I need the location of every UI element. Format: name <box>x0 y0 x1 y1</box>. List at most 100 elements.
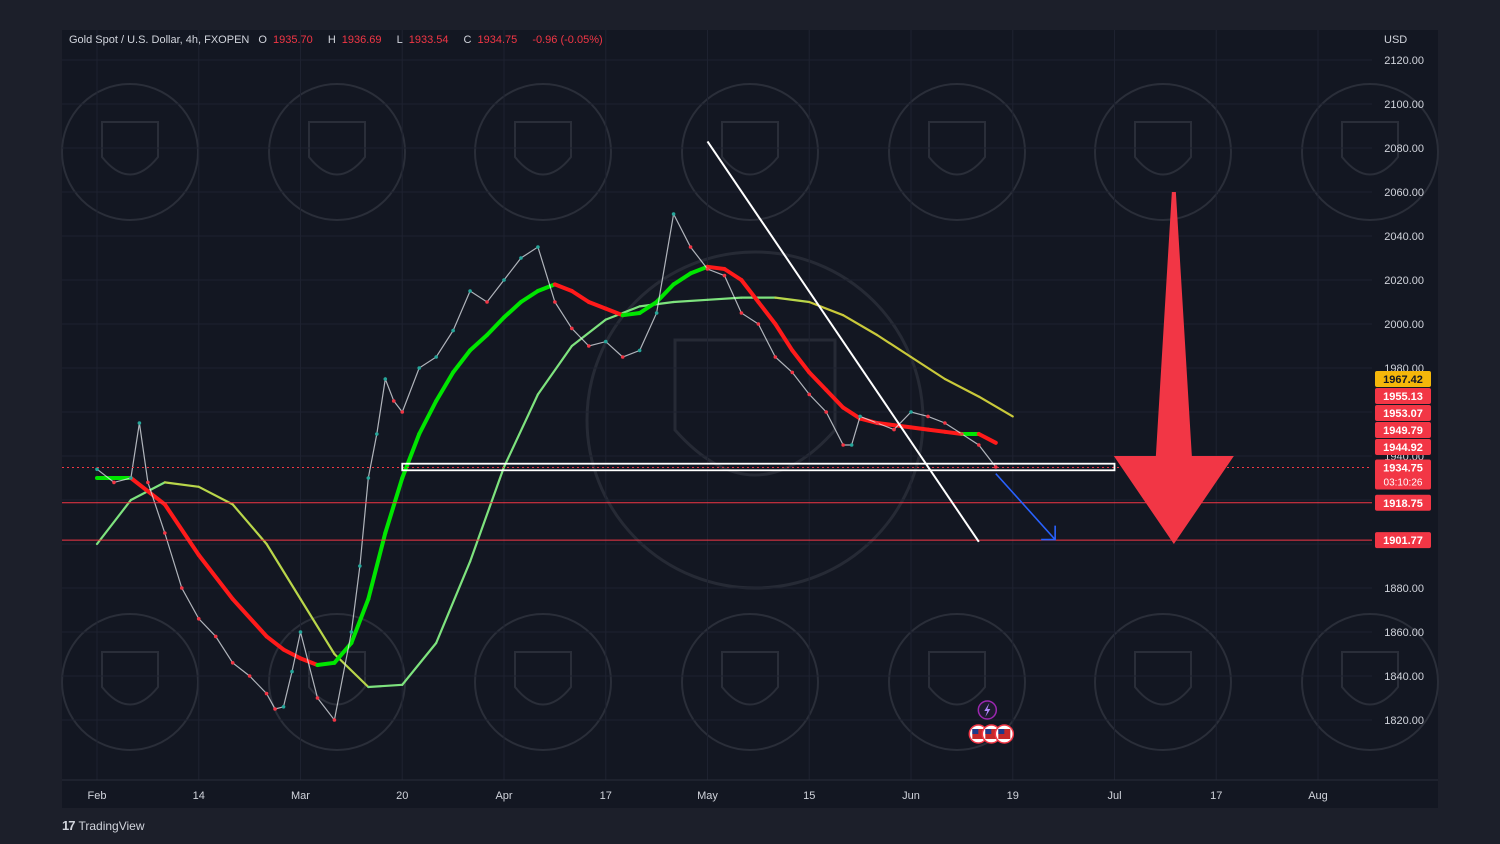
slow-ma-segment <box>774 296 811 304</box>
chart-area[interactable]: 1820.001840.001860.001880.001900.001920.… <box>61 30 1439 808</box>
slow-ma-segment <box>231 503 268 546</box>
trendline[interactable] <box>706 140 980 543</box>
level-tag[interactable]: 1918.75 <box>1375 494 1431 511</box>
watermark-emblem <box>61 83 199 221</box>
fast-ema-segment <box>603 306 625 318</box>
us-flag-icon[interactable] <box>994 724 1015 744</box>
projection-arrow[interactable] <box>995 473 1056 541</box>
x-tick-label: 17 <box>600 790 612 802</box>
flag-canton <box>985 729 992 734</box>
plot-background <box>62 30 1438 808</box>
level-tag-label: 1901.77 <box>1383 535 1423 547</box>
price-point <box>273 707 277 711</box>
slow-ma-segment <box>265 542 302 601</box>
slow-ma-segment <box>842 314 879 337</box>
high-value: 1936.69 <box>341 34 382 46</box>
price-point <box>247 674 252 678</box>
watermark-ring <box>268 83 406 221</box>
price-tag[interactable]: 1967.42 <box>1375 371 1431 387</box>
fast-ema-segment <box>434 370 456 403</box>
price-point <box>536 245 540 249</box>
slow-ma-segment <box>468 465 506 563</box>
price-point <box>773 355 778 359</box>
symbol-legend[interactable]: Gold Spot / U.S. Dollar, 4h, FXOPEN O 193… <box>69 34 609 46</box>
price-point <box>485 300 489 304</box>
fast-ema-segment <box>518 289 540 304</box>
big-down-arrow[interactable] <box>1113 192 1234 544</box>
watermark-ring <box>474 613 612 751</box>
watermark-ring <box>681 613 819 751</box>
x-tick-label: 19 <box>1007 790 1019 802</box>
price-point <box>807 392 812 397</box>
fast-ema-segment <box>824 388 846 410</box>
price-point <box>391 399 396 403</box>
price-point <box>688 245 693 249</box>
support-zone[interactable] <box>401 462 1116 472</box>
watermark-emblem <box>61 613 199 751</box>
tradingview-brand[interactable]: 17 TradingView <box>62 818 145 833</box>
fast-ema-segment <box>230 597 269 639</box>
watermark-emblem <box>268 83 406 221</box>
price-point <box>468 289 472 293</box>
watermark-emblem <box>1301 83 1439 221</box>
fast-ema-segment <box>569 289 591 304</box>
watermark-ring <box>61 83 199 221</box>
price-tag[interactable]: 1953.07 <box>1375 405 1431 421</box>
fast-ema-segment <box>671 271 693 287</box>
fast-ema-segment <box>366 531 388 601</box>
x-tick-label: 17 <box>1210 790 1222 802</box>
price-point <box>892 427 896 432</box>
fast-ema-segment <box>909 425 930 432</box>
x-tick-label: 15 <box>803 790 815 802</box>
level-tag-box <box>1375 459 1431 490</box>
watermark-emblem <box>1094 83 1232 221</box>
watermark-shield <box>1341 121 1399 176</box>
price-point <box>502 278 506 282</box>
y-tick-label: 2080.00 <box>1384 143 1424 155</box>
slow-ma-segment <box>875 333 913 359</box>
price-point <box>112 480 116 485</box>
x-tick-label: 20 <box>396 790 408 802</box>
low-value: 1933.54 <box>408 34 449 46</box>
symbol-name[interactable]: Gold Spot / U.S. Dollar, 4h, FXOPEN <box>69 34 250 46</box>
change-value: -0.96 (-0.05%) <box>532 34 603 46</box>
price-tag[interactable]: 1944.92 <box>1375 439 1431 455</box>
watermark-shield <box>101 121 159 176</box>
slow-ma-segment <box>401 641 438 686</box>
price-tag[interactable]: 1955.13 <box>1375 388 1431 404</box>
slow-ma-segment <box>808 300 845 317</box>
price-point <box>603 339 608 344</box>
watermark-ring <box>1301 613 1439 751</box>
watermark-emblem <box>474 83 612 221</box>
event-markers[interactable] <box>968 700 1015 744</box>
watermark-layer <box>61 83 1439 751</box>
price-tag-box <box>1375 405 1431 421</box>
y-tick-label: 1860.00 <box>1384 627 1424 639</box>
price-point <box>620 355 625 359</box>
flag-canton <box>972 729 979 734</box>
level-tag[interactable]: 1934.75 03:10:26 <box>1375 459 1431 490</box>
price-point <box>264 691 269 696</box>
fast-ema-segment <box>383 476 405 535</box>
currency-label[interactable]: USD <box>1384 34 1408 46</box>
price-tag[interactable]: 1949.79 <box>1375 422 1431 438</box>
level-tag[interactable]: 1901.77 <box>1375 532 1431 549</box>
price-point <box>434 355 438 359</box>
open-label: O <box>258 34 267 46</box>
slow-ma-segment <box>163 481 200 488</box>
price-axis[interactable]: 1820.001840.001860.001880.001900.001920.… <box>1375 55 1431 727</box>
brand-label: TradingView <box>78 818 145 833</box>
price-point <box>671 212 676 216</box>
slow-ma-segment <box>706 296 743 301</box>
fast-ema-segment <box>586 300 608 311</box>
time-axis[interactable]: Feb 14 Mar 20 Apr 17 May 15 Jun 19 Jul 17 Aug <box>88 790 1328 802</box>
price-tag-box <box>1375 388 1431 404</box>
watermark-shield <box>673 338 837 477</box>
fast-ema-segment <box>688 264 710 276</box>
price-point <box>570 326 574 331</box>
plot[interactable] <box>62 140 1372 744</box>
fast-ema-segment <box>451 348 473 375</box>
fast-ema-segment <box>790 348 812 375</box>
price-point <box>298 630 303 634</box>
